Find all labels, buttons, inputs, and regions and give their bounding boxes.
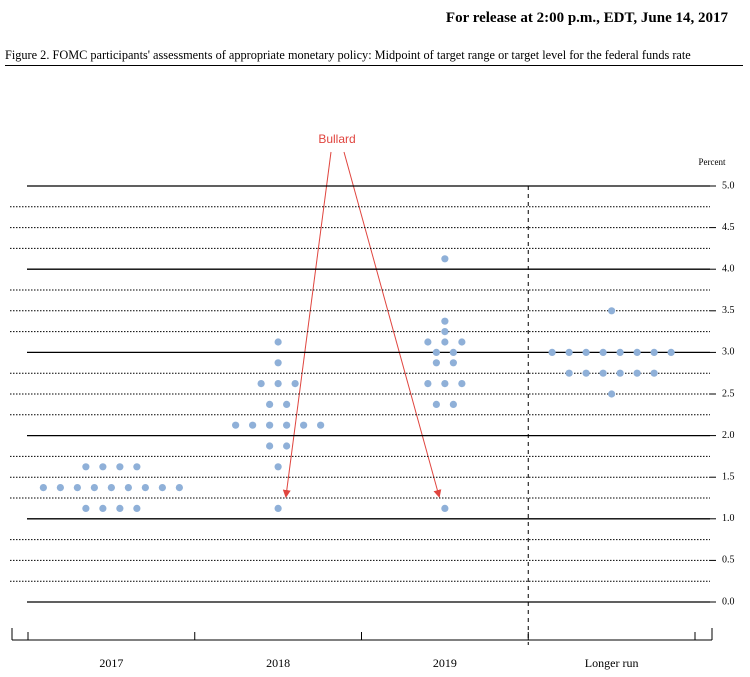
dot (141, 484, 149, 492)
dot (274, 380, 282, 388)
dot (441, 380, 449, 388)
annotation-arrow (343, 151, 442, 498)
dot (441, 255, 449, 263)
dot (432, 400, 440, 408)
dot (565, 348, 573, 356)
dot (116, 504, 124, 512)
dot (274, 359, 282, 367)
dot (300, 421, 308, 429)
dot (582, 348, 590, 356)
dot (274, 463, 282, 471)
y-tick-label: 0.0 (722, 596, 735, 607)
dot (599, 369, 607, 377)
y-tick-label: 3.0 (722, 347, 735, 358)
y-tick-label: 2.5 (722, 388, 735, 399)
dot (608, 307, 616, 315)
dot (432, 348, 440, 356)
dot (175, 484, 183, 492)
dot (283, 442, 291, 450)
dot (424, 380, 432, 388)
y-tick-label: 4.5 (722, 222, 735, 233)
annotation: Bullard (318, 132, 355, 146)
dot (266, 400, 274, 408)
y-tick-label: 1.5 (722, 471, 735, 482)
dot (548, 348, 556, 356)
dot (449, 400, 457, 408)
dot (266, 442, 274, 450)
dot (249, 421, 257, 429)
dot (39, 484, 47, 492)
y-tick-label: 0.5 (722, 555, 735, 566)
dot (257, 380, 265, 388)
dot (582, 369, 590, 377)
dot (107, 484, 115, 492)
dot (133, 504, 141, 512)
dot (616, 369, 624, 377)
dot (424, 338, 432, 346)
dot (616, 348, 624, 356)
dot (90, 484, 98, 492)
dot (73, 484, 81, 492)
dot (432, 359, 440, 367)
dot (449, 348, 457, 356)
dot (317, 421, 325, 429)
dot (82, 504, 90, 512)
dot (133, 463, 141, 471)
x-tick-label: 2017 (99, 656, 123, 670)
dot (441, 328, 449, 336)
dot (633, 348, 641, 356)
y-tick-label: 4.0 (722, 263, 735, 274)
dot (449, 359, 457, 367)
dot (56, 484, 64, 492)
dot (116, 463, 124, 471)
annotation-arrow (282, 151, 332, 498)
dot (599, 348, 607, 356)
dot (441, 338, 449, 346)
y-tick-label: 3.5 (722, 305, 735, 316)
chart-title: Figure 2. FOMC participants' assessments… (5, 47, 743, 66)
release-note: For release at 2:00 p.m., EDT, June 14, … (445, 10, 728, 26)
dot (158, 484, 166, 492)
dot (99, 463, 107, 471)
dot (633, 369, 641, 377)
dot (274, 338, 282, 346)
x-tick-label: 2018 (266, 656, 290, 670)
dot (608, 390, 616, 398)
dot (667, 348, 675, 356)
dot (283, 400, 291, 408)
dot (291, 380, 299, 388)
x-tick-label: 2019 (433, 656, 457, 670)
dot (99, 504, 107, 512)
y-tick-label: 2.0 (722, 430, 735, 441)
dot (565, 369, 573, 377)
dot (458, 380, 466, 388)
dot (650, 369, 658, 377)
dot (124, 484, 132, 492)
dot (232, 421, 240, 429)
dot (441, 504, 449, 512)
dot (441, 317, 449, 325)
dot (274, 504, 282, 512)
dot (283, 421, 291, 429)
dot (650, 348, 658, 356)
x-tick-label: Longer run (585, 656, 639, 670)
dot (458, 338, 466, 346)
y-axis-label: Percent (699, 157, 726, 167)
y-tick-label: 5.0 (722, 180, 735, 191)
y-tick-label: 1.0 (722, 513, 735, 524)
dot (266, 421, 274, 429)
dot (82, 463, 90, 471)
